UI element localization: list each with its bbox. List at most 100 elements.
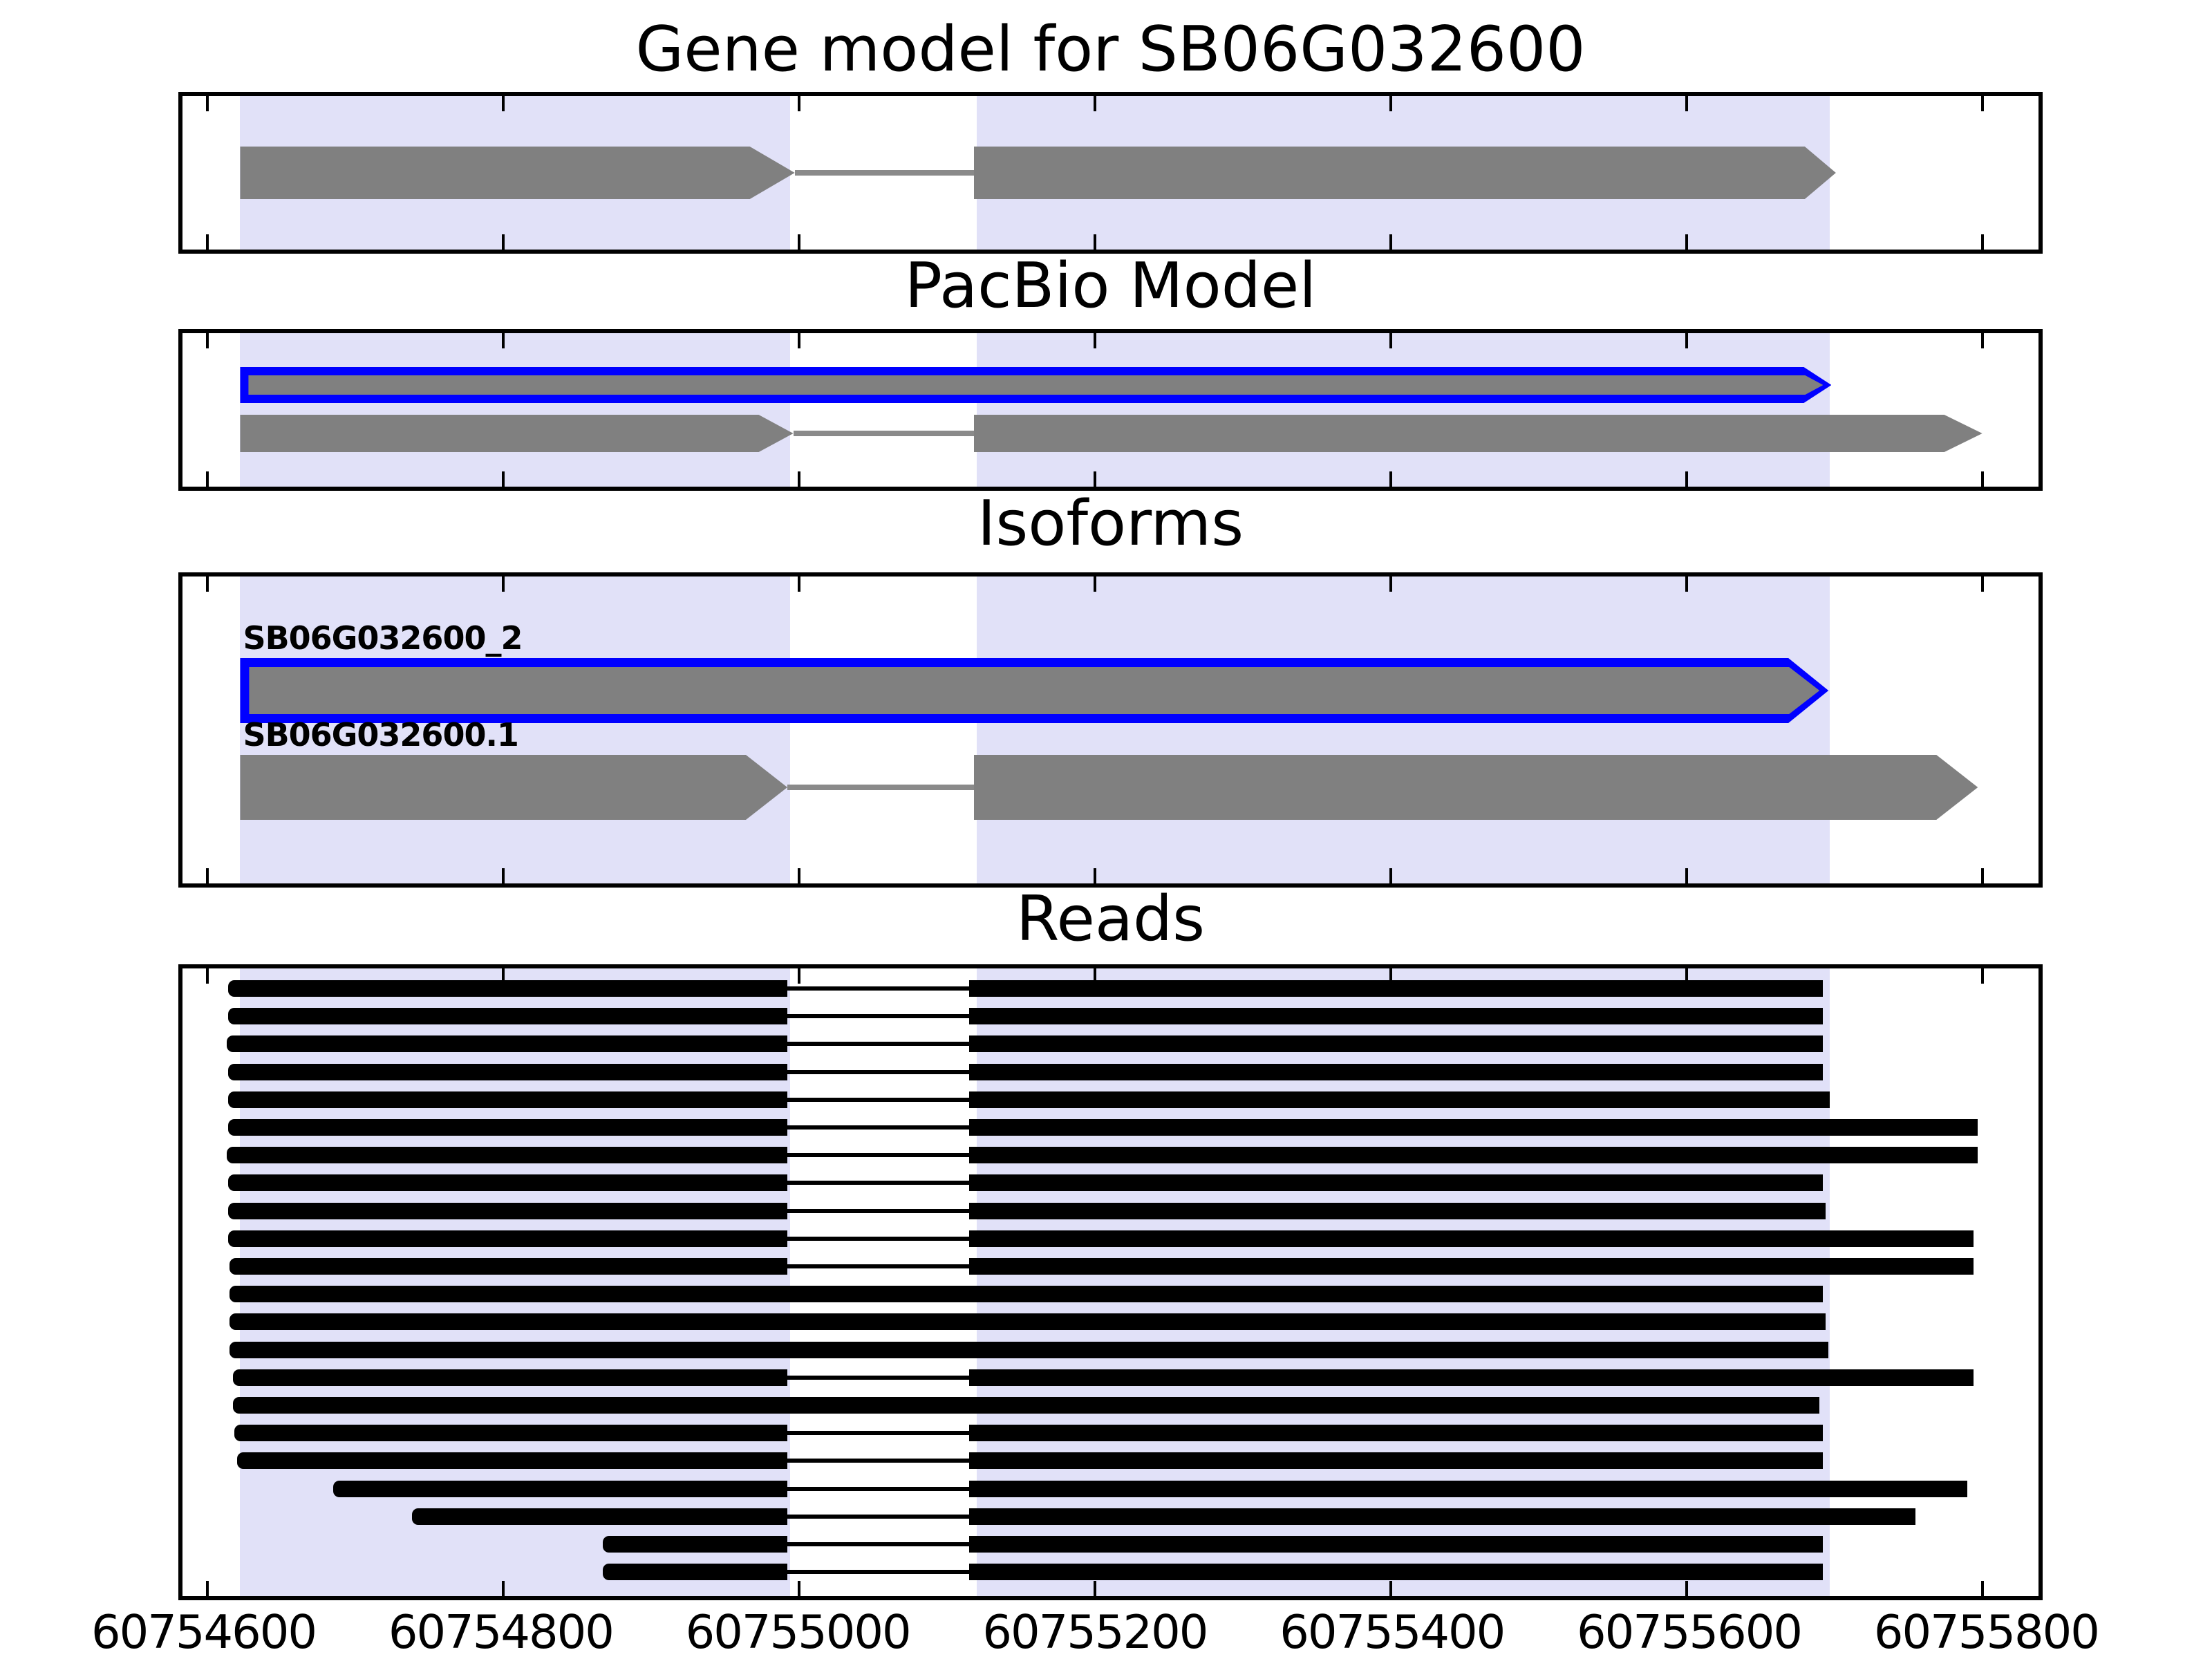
read-intron-line xyxy=(787,986,970,991)
axis-tick xyxy=(206,471,209,487)
axis-tick xyxy=(502,234,505,250)
axis-tick xyxy=(1980,471,1984,487)
axis-tick xyxy=(1685,471,1688,487)
read-intron-line xyxy=(787,1097,970,1102)
axis-tick xyxy=(1685,968,1688,984)
read-exon-bar xyxy=(237,1452,788,1470)
read-exon-bar xyxy=(969,1536,1823,1553)
x-axis-tick-label: 60755800 xyxy=(1873,1605,2100,1659)
axis-tick xyxy=(502,333,505,348)
isoform-label: SB06G032600.1 xyxy=(243,716,518,753)
panel-title-reads: Reads xyxy=(1015,883,1206,955)
axis-tick xyxy=(1980,1581,1984,1596)
exon-highlight-region xyxy=(240,333,791,487)
x-axis-tick-label: 60754800 xyxy=(388,1605,615,1659)
intron-line xyxy=(787,785,974,790)
x-axis-tick-label: 60755600 xyxy=(1577,1605,1803,1659)
read-exon-bar xyxy=(228,1202,788,1219)
gene-model-exon xyxy=(974,415,1983,452)
read-exon-bar xyxy=(228,1119,788,1136)
read-intron-line xyxy=(787,1014,970,1019)
panel-isoforms: SB06G032600_2 SB06G032600.1 xyxy=(178,572,2043,888)
read-unspliced-bar xyxy=(229,1341,1829,1358)
axis-tick xyxy=(206,234,209,250)
axis-tick xyxy=(1389,968,1392,984)
axis-tick xyxy=(206,96,209,111)
gene-model-exon xyxy=(974,147,1836,199)
axis-tick xyxy=(798,333,801,348)
axis-tick xyxy=(502,868,505,883)
axis-tick xyxy=(1389,868,1392,883)
read-exon-bar xyxy=(234,1425,788,1442)
panel-reads xyxy=(178,964,2043,1600)
read-exon-bar xyxy=(969,1258,1974,1275)
axis-tick xyxy=(502,577,505,592)
read-exon-bar xyxy=(229,1258,788,1275)
x-axis-tick-label: 60755000 xyxy=(685,1605,912,1659)
read-exon-bar xyxy=(228,1230,788,1247)
axis-tick xyxy=(1980,577,1984,592)
read-intron-line xyxy=(787,1375,970,1380)
read-unspliced-bar xyxy=(229,1286,1823,1303)
axis-tick xyxy=(1389,1581,1392,1596)
axis-tick xyxy=(1389,471,1392,487)
axis-tick xyxy=(206,333,209,348)
read-exon-bar xyxy=(232,1369,788,1386)
read-exon-bar xyxy=(228,1008,788,1025)
x-axis-tick-labels: 60754600 60754800 60755000 60755200 60755400… xyxy=(91,1605,2100,1659)
panel-title-isoforms: Isoforms xyxy=(977,487,1244,560)
pacbio-read-fill xyxy=(248,375,1823,395)
read-exon-bar xyxy=(227,1147,788,1164)
axis-tick xyxy=(206,968,209,984)
read-exon-bar xyxy=(228,1063,788,1080)
read-intron-line xyxy=(787,1542,970,1546)
read-intron-line xyxy=(787,1042,970,1047)
x-axis-tick-label: 60755400 xyxy=(1280,1605,1506,1659)
axis-tick xyxy=(1685,333,1688,348)
axis-tick xyxy=(1685,234,1688,250)
read-unspliced-bar xyxy=(232,1397,1820,1414)
axis-tick xyxy=(1094,333,1097,348)
read-intron-line xyxy=(787,1153,970,1158)
read-exon-bar xyxy=(969,1147,1978,1164)
read-exon-bar xyxy=(602,1536,788,1553)
read-exon-bar xyxy=(969,1091,1830,1108)
axis-tick xyxy=(1094,868,1097,883)
read-exon-bar xyxy=(969,1452,1823,1470)
axis-tick xyxy=(1980,968,1984,984)
read-exon-bar xyxy=(969,1063,1823,1080)
read-intron-line xyxy=(787,1486,970,1491)
axis-tick xyxy=(1980,868,1984,883)
axis-tick xyxy=(798,577,801,592)
read-exon-bar xyxy=(969,1035,1823,1053)
axis-tick xyxy=(1685,96,1688,111)
pacbio-read-fill xyxy=(249,667,1819,714)
axis-tick xyxy=(1094,577,1097,592)
read-exon-bar xyxy=(228,1091,788,1108)
read-exon-bar xyxy=(969,980,1823,997)
read-intron-line xyxy=(787,1125,970,1130)
exon-highlight-region xyxy=(976,577,1830,883)
axis-tick xyxy=(1389,234,1392,250)
axis-tick xyxy=(206,868,209,883)
read-intron-line xyxy=(787,1431,970,1436)
read-exon-bar xyxy=(969,1508,1916,1525)
axis-tick xyxy=(1094,1581,1097,1596)
axis-tick xyxy=(502,96,505,111)
exon-highlight-region xyxy=(976,333,1830,487)
panel-title-pacbio-model: PacBio Model xyxy=(904,250,1317,322)
read-exon-bar xyxy=(602,1564,788,1581)
gene-model-exon xyxy=(240,415,793,452)
exon-highlight-region xyxy=(976,968,1830,1596)
axis-tick xyxy=(1389,577,1392,592)
read-unspliced-bar xyxy=(229,1313,1826,1331)
intron-line xyxy=(793,431,974,436)
axis-tick xyxy=(1980,96,1984,111)
axis-tick xyxy=(1094,471,1097,487)
intron-line xyxy=(794,170,974,176)
read-exon-bar xyxy=(969,1480,1968,1497)
read-intron-line xyxy=(787,1514,970,1519)
read-exon-bar xyxy=(227,1035,788,1053)
axis-tick xyxy=(798,868,801,883)
